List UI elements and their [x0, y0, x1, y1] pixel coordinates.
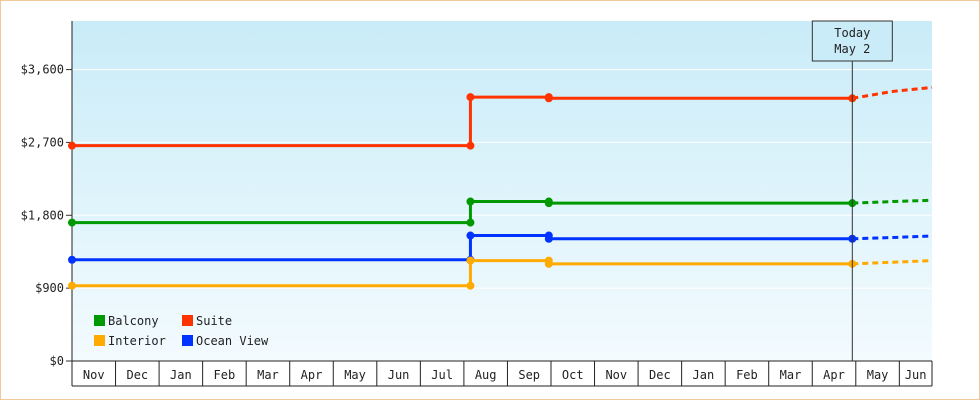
month-label: Feb: [214, 368, 236, 382]
data-point: [544, 259, 553, 268]
legend-swatch: [182, 315, 193, 326]
month-label: Oct: [562, 368, 584, 382]
series: [68, 85, 933, 290]
legend-swatch: [94, 335, 105, 346]
data-point: [544, 94, 553, 103]
month-label: Sep: [518, 368, 540, 382]
data-point: [68, 281, 76, 290]
today-box: [811, 20, 893, 62]
data-point: [68, 255, 76, 264]
legend-swatch: [182, 335, 193, 346]
today-marker: Today May 2: [811, 20, 893, 361]
plot-area: [72, 21, 932, 361]
grid: [72, 69, 932, 289]
y-tick-label: $900: [35, 281, 64, 295]
y-tick-label: $1,800: [21, 208, 64, 222]
data-point: [466, 256, 475, 265]
month-label: Jan: [693, 368, 715, 382]
series-line: [72, 95, 853, 148]
month-label: Nov: [83, 368, 105, 382]
forecast-line: [852, 85, 933, 100]
month-label: Mar: [257, 368, 279, 382]
series-line: [72, 200, 853, 225]
axes: $0 $900 $1,800 $2,700 $3,600 Nov Dec Jan Feb Mar A…: [21, 21, 933, 387]
month-label: May: [867, 368, 889, 382]
legend-label: Suite: [196, 314, 232, 328]
data-point: [466, 281, 475, 290]
y-tick-label: $0: [50, 354, 64, 368]
today-label: Today: [834, 26, 870, 40]
forecast-line: [852, 234, 933, 241]
y-tick-label: $3,600: [21, 63, 64, 77]
month-label: Jul: [431, 368, 453, 382]
month-label: Dec: [649, 368, 671, 382]
data-point: [544, 199, 553, 208]
month-label: Nov: [605, 368, 627, 382]
y-tick-label: $2,700: [21, 135, 64, 149]
data-point: [466, 231, 475, 240]
data-point: [466, 93, 475, 102]
legend-label: Balcony: [108, 314, 159, 328]
data-point: [544, 234, 553, 243]
legend: Balcony Suite Interior Ocean View: [94, 314, 269, 348]
series-line: [72, 234, 853, 262]
forecast-line: [852, 198, 933, 205]
data-point: [466, 141, 475, 150]
today-date: May 2: [834, 42, 870, 56]
forecast-line: [852, 259, 933, 266]
month-label: Mar: [780, 368, 802, 382]
data-point: [68, 218, 76, 227]
month-label: Apr: [823, 368, 845, 382]
month-label: Jun: [905, 368, 927, 382]
data-point: [68, 141, 76, 150]
month-label: Apr: [301, 368, 323, 382]
legend-swatch: [94, 315, 105, 326]
legend-label: Interior: [108, 334, 166, 348]
month-label: Jun: [388, 368, 410, 382]
month-label: Dec: [126, 368, 148, 382]
legend-label: Ocean View: [196, 334, 269, 348]
series-line: [72, 259, 853, 288]
data-point: [466, 218, 475, 227]
month-label: Aug: [475, 368, 497, 382]
month-label: May: [344, 368, 366, 382]
month-label: Feb: [736, 368, 758, 382]
month-label: Jan: [170, 368, 192, 382]
data-point: [466, 197, 475, 206]
